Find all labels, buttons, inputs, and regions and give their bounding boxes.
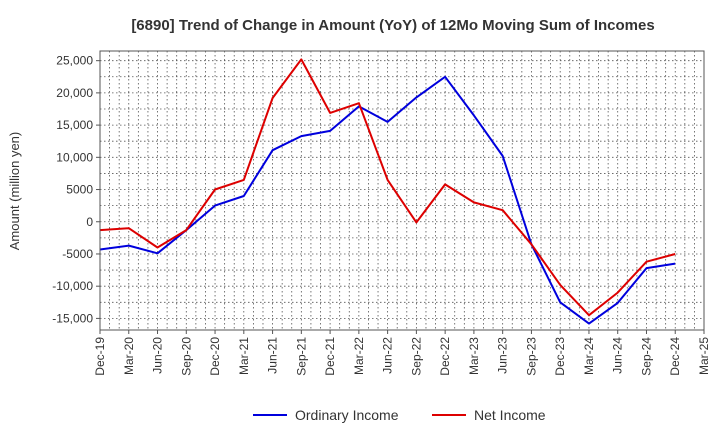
- x-tick-label: Jun-24: [611, 337, 625, 374]
- y-tick-label: 0: [86, 215, 93, 229]
- x-tick-label: Mar-21: [237, 337, 251, 375]
- x-tick-label: Mar-24: [582, 337, 596, 375]
- x-tick-label: Dec-21: [323, 337, 337, 376]
- legend: Ordinary Income Net Income: [253, 407, 546, 423]
- legend-label-net-income: Net Income: [474, 407, 546, 423]
- y-tick-label: 20,000: [56, 86, 93, 100]
- x-tick-label: Dec-24: [668, 337, 682, 376]
- x-tick-label: Jun-22: [381, 337, 395, 374]
- y-tick-label: 10,000: [56, 150, 93, 164]
- y-tick-label: -10,000: [52, 279, 93, 293]
- x-tick-label: Mar-25: [697, 337, 711, 375]
- x-tick-label: Jun-20: [151, 337, 165, 374]
- x-tick-label: Dec-20: [208, 337, 222, 376]
- chart-title: [6890] Trend of Change in Amount (YoY) o…: [131, 17, 654, 34]
- grid-lines: [100, 51, 704, 330]
- x-tick-label: Jun-21: [266, 337, 280, 374]
- y-tick-label: 25,000: [56, 54, 93, 68]
- y-tick-label: -5000: [62, 247, 93, 261]
- x-axis-ticks: Dec-19 Mar-20 Jun-20 Sep-20 Dec-20 Mar-21 Jun-…: [93, 330, 711, 376]
- x-tick-label: Mar-23: [467, 337, 481, 375]
- x-tick-label: Mar-20: [122, 337, 136, 375]
- net-income-line: [99, 58, 676, 317]
- y-axis-label: Amount (million yen): [7, 132, 22, 251]
- y-tick-label: 15,000: [56, 118, 93, 132]
- legend-label-ordinary-income: Ordinary Income: [295, 407, 399, 423]
- x-tick-label: Sep-23: [524, 337, 538, 376]
- series-lines: [99, 58, 676, 325]
- x-tick-label: Dec-19: [93, 337, 107, 376]
- y-tick-label: 5000: [66, 183, 93, 197]
- plot-area-frame: [99, 50, 705, 331]
- x-tick-label: Mar-22: [352, 337, 366, 375]
- ordinary-income-line: [99, 75, 676, 325]
- x-tick-label: Sep-22: [409, 337, 423, 376]
- x-tick-label: Sep-21: [294, 337, 308, 376]
- x-tick-label: Jun-23: [496, 337, 510, 374]
- x-tick-label: Dec-22: [438, 337, 452, 376]
- x-tick-label: Sep-20: [179, 337, 193, 376]
- y-axis-ticks: 25,000 20,000 15,000 10,000 5000 0 -5000 -10,00…: [52, 54, 100, 325]
- y-tick-label: -15,000: [52, 311, 93, 325]
- x-tick-label: Dec-23: [553, 337, 567, 376]
- x-tick-label: Sep-24: [639, 337, 653, 376]
